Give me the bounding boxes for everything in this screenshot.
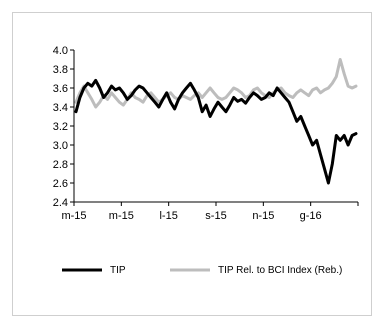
y-tick-label: 4.0	[53, 45, 68, 57]
y-tick-label: 3.8	[53, 64, 68, 76]
x-tick-label: m-15	[61, 210, 86, 222]
legend-label-tip-rel-bci: TIP Rel. to BCI Index (Reb.)	[218, 265, 342, 276]
y-tick-label: 2.8	[53, 159, 68, 171]
x-tick-label: m-15	[109, 210, 134, 222]
y-tick-group: 4.0 3.8 3.6 3.4 3.2 3.0 2.8 2.6 2.4	[53, 45, 74, 209]
x-tick-group: m-15 m-15 l-15 s-15 n-15 g-16	[61, 202, 359, 222]
x-tick-label: l-15	[159, 210, 177, 222]
y-tick-label: 2.6	[53, 178, 68, 190]
x-tick-label: s-15	[205, 210, 226, 222]
y-tick-label: 3.6	[53, 83, 68, 95]
y-tick-label: 3.2	[53, 121, 68, 133]
series-line-tip-rel-bci	[74, 58, 358, 109]
legend: TIP TIP Rel. to BCI Index (Reb.)	[62, 265, 342, 276]
series-line-tip	[74, 78, 358, 185]
y-tick-label: 3.0	[53, 140, 68, 152]
series-group	[74, 58, 358, 185]
y-tick-label: 2.4	[53, 197, 68, 209]
x-tick-label: g-16	[300, 210, 322, 222]
legend-label-tip: TIP	[110, 265, 126, 276]
y-tick-label: 3.4	[53, 102, 68, 114]
x-tick-label: n-15	[252, 210, 274, 222]
